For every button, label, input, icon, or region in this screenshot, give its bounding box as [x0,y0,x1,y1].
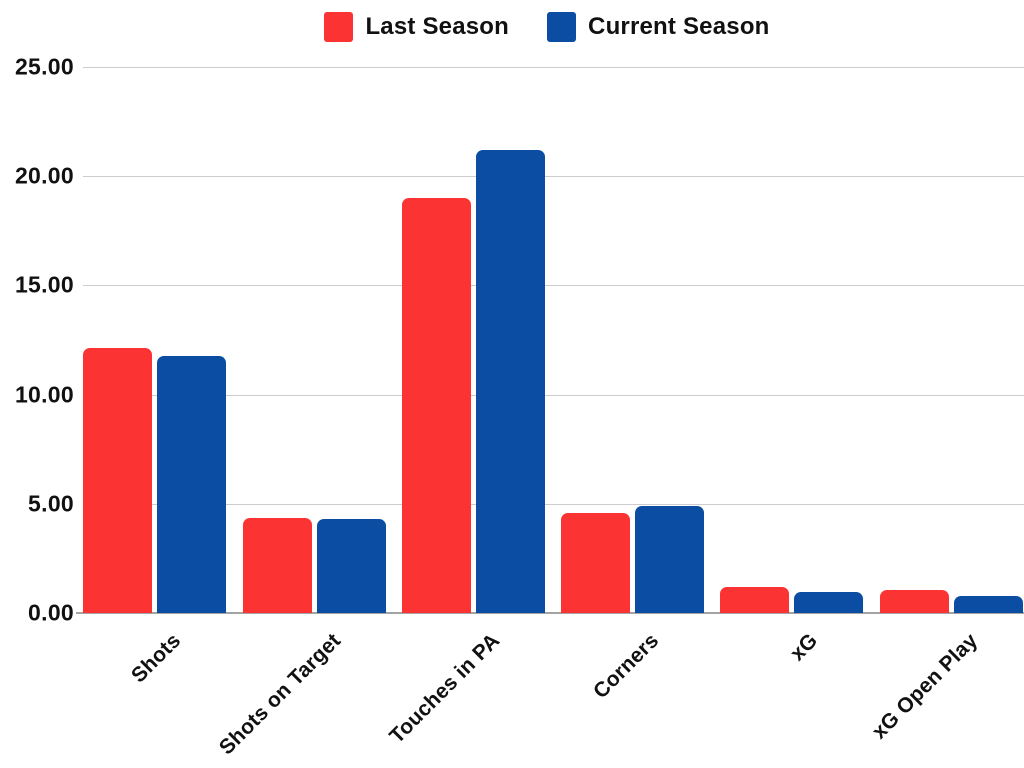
y-axis-tick-label: 20.00 [14,162,74,189]
x-axis-line [76,612,1024,614]
bar-shots-on-target-current-season [317,519,386,613]
bar-corners-last-season [561,513,630,613]
legend-swatch-current-season [547,12,577,42]
legend-item: Last Season [324,12,509,42]
y-axis-tick-label: 25.00 [14,53,74,80]
x-axis-label: Shots [127,629,186,688]
legend-item: Current Season [547,12,770,42]
y-axis-tick-label: 10.00 [14,381,74,408]
bar-shots-on-target-last-season [243,518,312,613]
legend-label: Current Season [588,13,770,40]
gridline [83,395,1024,396]
gridline [83,504,1024,505]
bar-xg-last-season [720,587,789,613]
legend-swatch-last-season [324,12,354,42]
y-axis-tick-label: 0.00 [28,599,74,626]
gridline [83,176,1024,177]
bar-corners-current-season [635,506,704,613]
gridline [83,67,1024,68]
chart-legend: Last Season Current Season [70,12,1024,42]
bar-xg-open-play-current-season [954,596,1023,613]
bar-xg-current-season [794,592,863,613]
legend-label: Last Season [365,13,510,40]
bar-xg-open-play-last-season [880,590,949,613]
y-axis-tick-label: 5.00 [28,490,74,517]
y-axis-tick-label: 15.00 [14,271,74,298]
gridline [83,285,1024,286]
x-axis-label: Shots on Target [214,629,346,760]
bar-touches-in-pa-current-season [476,150,545,613]
bar-shots-last-season [83,348,152,613]
bar-touches-in-pa-last-season [402,198,471,613]
bar-shots-current-season [157,356,226,613]
